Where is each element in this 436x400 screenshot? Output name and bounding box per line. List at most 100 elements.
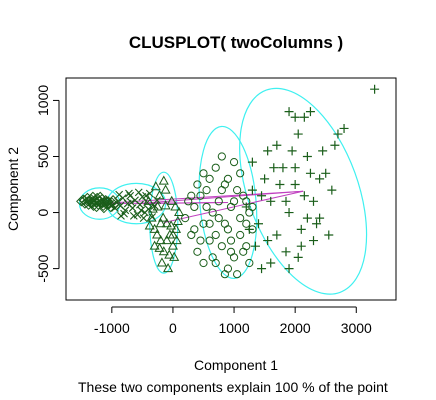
point-cluster-5 bbox=[299, 191, 309, 201]
point-cluster-4 bbox=[199, 169, 208, 178]
point-cluster-3 bbox=[164, 249, 175, 259]
point-cluster-5 bbox=[278, 163, 288, 173]
x-tick-label: 3000 bbox=[341, 320, 372, 336]
point-cluster-1 bbox=[77, 194, 89, 205]
point-cluster-5 bbox=[254, 219, 263, 229]
point-cluster-3 bbox=[166, 195, 177, 205]
point-cluster-3 bbox=[158, 212, 169, 222]
point-cluster-4 bbox=[196, 236, 205, 245]
point-cluster-5 bbox=[370, 84, 380, 94]
point-cluster-3 bbox=[166, 220, 177, 230]
x-tick-label: 2000 bbox=[280, 320, 311, 336]
point-cluster-5 bbox=[266, 258, 276, 268]
point-cluster-5 bbox=[241, 202, 251, 212]
point-cluster-3 bbox=[174, 206, 185, 217]
point-cluster-5 bbox=[250, 241, 260, 251]
point-cluster-3 bbox=[167, 229, 178, 239]
point-cluster-4 bbox=[190, 202, 199, 212]
point-cluster-4 bbox=[202, 202, 211, 212]
point-cluster-3 bbox=[167, 240, 178, 250]
point-cluster-2 bbox=[114, 197, 122, 206]
point-cluster-5 bbox=[290, 112, 300, 122]
point-cluster-5 bbox=[324, 230, 334, 240]
point-cluster-3 bbox=[154, 242, 165, 252]
x-axis-label: Component 1 bbox=[194, 357, 278, 373]
x-tick-label: 1000 bbox=[218, 320, 249, 336]
cluster-ellipse-4 bbox=[198, 125, 258, 280]
point-cluster-2 bbox=[153, 196, 161, 205]
point-cluster-4 bbox=[233, 186, 242, 195]
point-cluster-5 bbox=[269, 163, 279, 173]
point-cluster-3 bbox=[171, 234, 182, 245]
point-cluster-5 bbox=[290, 180, 300, 190]
point-cluster-1 bbox=[95, 191, 106, 203]
point-cluster-2 bbox=[137, 206, 146, 215]
point-cluster-4 bbox=[199, 258, 208, 268]
point-cluster-5 bbox=[272, 230, 282, 240]
point-cluster-5 bbox=[321, 168, 331, 178]
point-cluster-3 bbox=[170, 201, 181, 211]
cluster-connector-3 bbox=[99, 201, 228, 205]
point-cluster-2 bbox=[129, 212, 138, 220]
point-cluster-5 bbox=[318, 146, 328, 156]
point-cluster-2 bbox=[139, 214, 148, 223]
point-cluster-5 bbox=[315, 174, 325, 184]
point-cluster-4 bbox=[245, 258, 254, 268]
point-cluster-5 bbox=[309, 196, 318, 206]
chart-title: CLUSPLOT( twoColumns ) bbox=[129, 33, 343, 52]
point-cluster-5 bbox=[284, 208, 294, 218]
y-axis-label: Component 2 bbox=[5, 147, 21, 231]
point-cluster-5 bbox=[275, 180, 285, 190]
point-cluster-5 bbox=[266, 196, 276, 206]
point-cluster-4 bbox=[214, 214, 223, 223]
point-cluster-5 bbox=[244, 224, 254, 234]
point-cluster-5 bbox=[293, 129, 303, 139]
point-cluster-2 bbox=[107, 201, 116, 210]
point-cluster-4 bbox=[187, 191, 196, 200]
point-cluster-4 bbox=[193, 247, 202, 256]
point-cluster-5 bbox=[284, 264, 294, 274]
point-cluster-5 bbox=[333, 129, 343, 139]
point-cluster-2 bbox=[127, 198, 136, 207]
point-cluster-5 bbox=[296, 224, 306, 234]
point-cluster-4 bbox=[205, 219, 214, 228]
x-tick-label: 0 bbox=[169, 320, 177, 336]
point-cluster-3 bbox=[156, 257, 167, 267]
point-cluster-5 bbox=[312, 219, 322, 229]
point-cluster-4 bbox=[199, 219, 208, 228]
point-cluster-4 bbox=[193, 180, 202, 189]
y-tick-label: 500 bbox=[35, 145, 51, 169]
point-cluster-3 bbox=[154, 190, 165, 200]
point-cluster-4 bbox=[220, 219, 229, 228]
point-cluster-5 bbox=[296, 241, 306, 251]
point-cluster-5 bbox=[284, 107, 294, 117]
point-cluster-5 bbox=[339, 123, 349, 133]
point-cluster-3 bbox=[161, 234, 172, 245]
point-cluster-5 bbox=[287, 146, 297, 156]
point-cluster-5 bbox=[263, 146, 273, 156]
point-cluster-5 bbox=[305, 168, 315, 178]
point-cluster-1 bbox=[96, 193, 108, 205]
point-cluster-2 bbox=[115, 190, 124, 199]
point-cluster-5 bbox=[293, 252, 303, 262]
point-cluster-5 bbox=[315, 213, 325, 223]
point-cluster-4 bbox=[226, 247, 236, 256]
cluster-ellipse-3 bbox=[149, 171, 179, 274]
point-cluster-4 bbox=[211, 163, 220, 172]
point-cluster-3 bbox=[160, 184, 171, 194]
point-cluster-4 bbox=[181, 214, 190, 223]
point-cluster-3 bbox=[152, 229, 163, 239]
point-cluster-5 bbox=[299, 112, 309, 122]
point-cluster-3 bbox=[161, 218, 172, 228]
point-cluster-4 bbox=[229, 197, 239, 206]
point-cluster-3 bbox=[172, 215, 183, 226]
point-cluster-3 bbox=[143, 195, 154, 205]
point-cluster-2 bbox=[117, 212, 125, 220]
point-cluster-4 bbox=[205, 174, 214, 184]
point-cluster-4 bbox=[236, 214, 245, 223]
point-cluster-1 bbox=[97, 197, 108, 209]
point-cluster-4 bbox=[190, 225, 199, 234]
point-cluster-5 bbox=[309, 236, 318, 246]
x-axis: -1000 0 1000 2000 3000 bbox=[94, 306, 372, 336]
